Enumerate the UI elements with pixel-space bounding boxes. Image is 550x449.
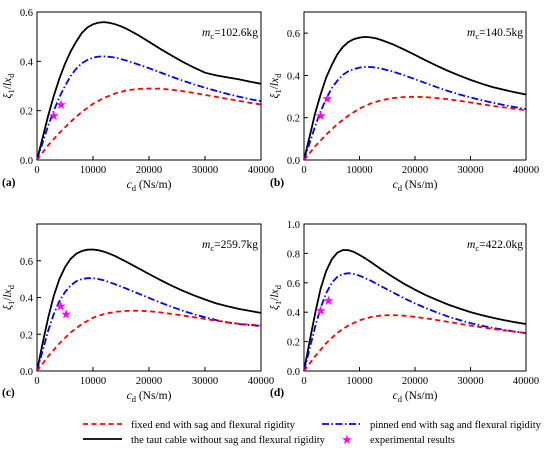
series-taut-line — [303, 35, 527, 161]
panel-label: (a) — [2, 177, 16, 189]
x-tick-label: 0 — [301, 376, 306, 387]
chart-panel: 0 10000 20000 30000 40000 0.0 0.2 0.4 0.6 cd (Ns/… — [268, 11, 539, 193]
experimental-point: ★ — [315, 303, 327, 318]
y-tick-label: 0.6 — [20, 8, 33, 19]
series-pinned-line — [303, 66, 527, 161]
experimental-point: ★ — [315, 108, 327, 123]
x-axis-label: cd (Ns/m) — [127, 390, 172, 404]
y-tick-label: 0.0 — [20, 367, 33, 378]
panel-label: (d) — [270, 387, 284, 399]
series-fixed-line — [36, 309, 262, 372]
x-tick-label: 30000 — [192, 165, 218, 176]
chart-panels: 0 10000 20000 30000 40000 0.0 0.2 0.4 0.6 cd (Ns/… — [1, 8, 539, 404]
y-tick-label: 0.6 — [287, 29, 300, 40]
experimental-point: ★ — [55, 97, 67, 112]
experimental-point: ★ — [55, 298, 67, 313]
y-axis-label: ξ1/lxd — [1, 73, 16, 99]
panel-label: (c) — [2, 387, 15, 399]
y-tick-label: 0.4 — [287, 71, 301, 82]
mass-annotation: mc=422.0kg — [467, 239, 523, 253]
chart-panel: 0 10000 20000 30000 40000 0.0 0.2 0.4 0.6 cd (Ns/… — [1, 223, 274, 404]
y-tick-label: 0.0 — [20, 156, 33, 167]
y-tick-label: 1.0 — [287, 220, 300, 231]
panel-label: (b) — [270, 177, 284, 189]
y-tick-label: 0.2 — [287, 114, 300, 125]
y-tick-label: 0.0 — [287, 156, 300, 167]
legend-experimental-label: experimental results — [370, 435, 455, 446]
x-tick-label: 10000 — [346, 376, 372, 387]
y-axis-label: ξ1/lxd — [1, 284, 16, 310]
x-tick-label: 40000 — [248, 376, 274, 387]
y-tick-label: 0.8 — [287, 249, 300, 260]
y-tick-label: 0.2 — [287, 338, 300, 349]
legend-pinned-label: pinned end with sag and flexural rigidit… — [370, 420, 542, 431]
x-tick-label: 10000 — [346, 165, 372, 176]
x-tick-label: 10000 — [80, 165, 106, 176]
y-axis-label: ξ1/lxd — [268, 73, 283, 99]
series-taut-line — [303, 249, 527, 372]
y-tick-label: 0.4 — [20, 294, 34, 305]
legend: fixed end with sag and flexural rigidity… — [83, 420, 542, 447]
x-tick-label: 30000 — [192, 376, 218, 387]
x-tick-label: 40000 — [513, 165, 539, 176]
x-axis-label: cd (Ns/m) — [393, 390, 438, 404]
x-tick-label: 20000 — [136, 376, 162, 387]
x-tick-label: 40000 — [513, 376, 539, 387]
mass-annotation: mc=140.5kg — [467, 27, 523, 41]
series-pinned-line — [36, 55, 262, 161]
x-tick-label: 20000 — [136, 165, 162, 176]
y-tick-label: 0.4 — [20, 57, 34, 68]
experimental-point: ★ — [48, 108, 60, 123]
legend-taut-label: the taut cable without sag and flexural … — [131, 435, 326, 446]
x-tick-label: 20000 — [402, 165, 428, 176]
series-fixed-line — [36, 87, 262, 161]
y-tick-label: 0.4 — [287, 308, 301, 319]
mass-annotation: mc=102.6kg — [202, 27, 258, 41]
x-tick-label: 30000 — [457, 165, 483, 176]
experimental-point: ★ — [323, 293, 335, 308]
x-tick-label: 0 — [34, 165, 39, 176]
x-tick-label: 20000 — [402, 376, 428, 387]
legend-fixed-label: fixed end with sag and flexural rigidity — [131, 420, 296, 431]
series-taut-line — [36, 248, 262, 372]
series-taut-line — [36, 21, 262, 161]
legend-experimental-marker: ★ — [341, 432, 353, 447]
y-axis-label: ξ1/lxd — [268, 284, 283, 310]
experimental-point: ★ — [321, 91, 333, 106]
x-axis-label: cd (Ns/m) — [393, 179, 438, 193]
y-tick-label: 0.2 — [20, 107, 33, 118]
x-axis-label: cd (Ns/m) — [127, 179, 172, 193]
mass-annotation: mc=259.7kg — [202, 239, 258, 253]
y-tick-label: 0.6 — [287, 279, 300, 290]
x-tick-label: 0 — [34, 376, 39, 387]
x-tick-label: 40000 — [248, 165, 274, 176]
series-fixed-line — [303, 314, 527, 372]
x-tick-label: 10000 — [80, 376, 106, 387]
series-fixed-line — [303, 95, 527, 161]
y-tick-label: 0.0 — [287, 367, 300, 378]
x-tick-label: 30000 — [457, 376, 483, 387]
x-tick-label: 0 — [301, 165, 306, 176]
chart-panel: 0 10000 20000 30000 40000 0.0 0.2 0.4 0.6 0.8 1.0 c… — [268, 220, 539, 404]
y-tick-label: 0.2 — [20, 330, 33, 341]
series-pinned-line — [303, 272, 527, 372]
experimental-point: ★ — [60, 307, 72, 322]
chart-panel: 0 10000 20000 30000 40000 0.0 0.2 0.4 0.6 cd (Ns/… — [1, 8, 274, 193]
y-tick-label: 0.6 — [20, 257, 33, 268]
series-pinned-line — [36, 277, 262, 372]
